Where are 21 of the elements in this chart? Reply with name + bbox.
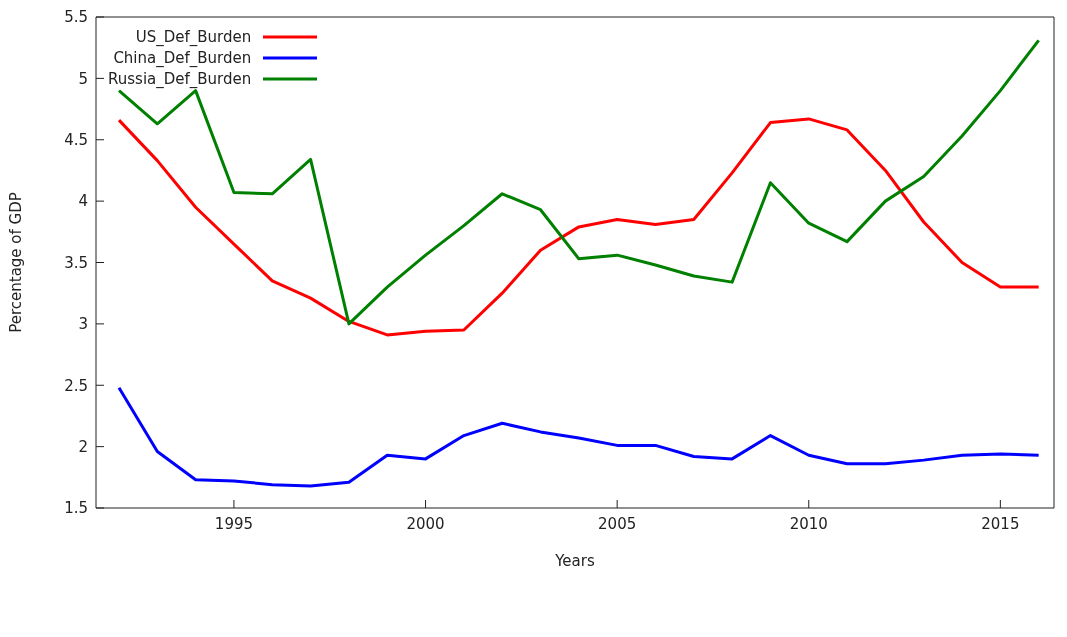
line-series (117, 117, 1041, 337)
legend-label: US_Def_Burden (135, 27, 252, 46)
y-tick-label: 4 (78, 192, 88, 211)
legend-label: Russia_Def_Burden (108, 69, 252, 88)
y-tick-label: 4.5 (64, 131, 88, 150)
line-series (117, 386, 1041, 488)
x-axis-title: Years (554, 552, 595, 570)
y-tick-label: 3 (78, 315, 88, 334)
y-tick-label: 5 (78, 69, 88, 88)
legend-label: China_Def_Burden (113, 48, 252, 67)
y-axis-title: Percentage of GDP (7, 192, 26, 333)
y-tick-label: 2.5 (64, 376, 88, 395)
y-tick-label: 1.5 (64, 499, 88, 518)
x-tick-label: 2010 (789, 514, 828, 533)
y-tick-label: 3.5 (64, 253, 88, 272)
x-tick-label: 2000 (406, 514, 445, 533)
x-tick-label: 2015 (981, 514, 1020, 533)
x-tick-label: 1995 (214, 514, 254, 533)
y-tick-label: 2 (78, 437, 88, 456)
y-tick-label: 5.5 (64, 8, 88, 27)
x-tick-label: 2005 (598, 514, 637, 533)
